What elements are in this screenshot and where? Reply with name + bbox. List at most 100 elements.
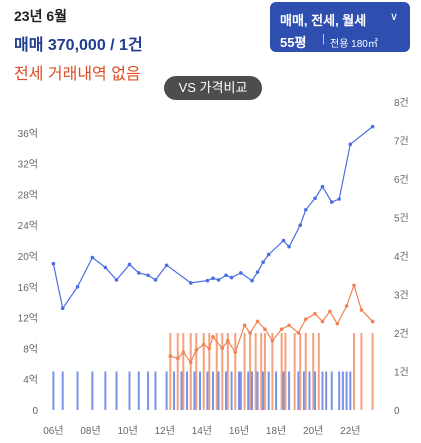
volume-bar — [271, 333, 274, 410]
sale-price-summary: 매매 370,000 / 1건 — [14, 37, 143, 54]
volume-bar — [299, 333, 302, 410]
y-tick-label: 8억 — [23, 343, 38, 355]
jeonse-price-point — [279, 327, 284, 331]
volume-bar — [250, 371, 253, 410]
volume-bar — [247, 371, 250, 410]
volume-bar — [280, 333, 283, 410]
sale-price-point — [329, 200, 334, 204]
transaction-type-label: 매매, 전세, 월세 — [280, 13, 367, 28]
volume-bar — [147, 371, 150, 410]
volume-bar — [224, 371, 227, 410]
x-tick-label: 08년 — [80, 425, 100, 437]
jeonse-price-point — [188, 360, 193, 365]
volume-bar — [267, 371, 270, 410]
volume-bar — [254, 333, 257, 410]
sale-price-point — [298, 223, 303, 227]
sale-price-point — [205, 278, 210, 283]
volume-bar — [91, 371, 94, 410]
sale-price-point — [261, 260, 265, 264]
sale-price-point — [211, 276, 215, 281]
sale-price-point — [250, 278, 254, 283]
volume-bar — [182, 333, 185, 410]
volume-bar — [249, 333, 252, 410]
volume-bar — [293, 333, 296, 410]
volume-bar — [186, 371, 189, 410]
jeonse-price-point — [194, 348, 199, 352]
sale-price-point — [281, 238, 286, 243]
jeonse-price-point — [233, 350, 238, 355]
volume-bar — [341, 371, 344, 410]
sale-price-point — [103, 265, 108, 270]
volume-bar — [234, 333, 237, 410]
volume-bar — [237, 371, 240, 410]
jeonse-price-point — [328, 309, 332, 314]
y2-tick-label: 7건 — [394, 136, 409, 148]
sale-price-point — [287, 244, 291, 249]
chevron-down-icon: ∨ — [389, 11, 398, 23]
sale-price-line — [52, 126, 373, 310]
volume-bar — [226, 333, 229, 410]
volume-bar — [221, 333, 224, 410]
volume-bar — [193, 371, 196, 410]
jeonse-price-point — [201, 342, 206, 347]
jeonse-price-point — [263, 327, 267, 331]
jeonse-price-point — [344, 304, 349, 308]
sale-price-point — [146, 273, 150, 278]
x-tick-label: 14년 — [192, 425, 212, 437]
jeonse-price-point — [352, 283, 356, 288]
sale-price-point — [136, 271, 141, 275]
sale-price-point — [303, 208, 308, 212]
volume-bar — [128, 371, 131, 410]
vs-price-compare-button[interactable]: VS 가격비교 — [164, 76, 262, 100]
volume-bar — [297, 371, 300, 410]
summary-header: 23년 6월 매매 370,000 / 1건 전세 거래내역 없음 — [14, 6, 143, 84]
sale-price-point — [164, 263, 169, 268]
jeonse-price-point — [303, 317, 308, 321]
y2-tick-label: 5건 — [394, 213, 409, 225]
jeonse-price-point — [242, 323, 247, 328]
y2-tick-label: 1건 — [394, 367, 409, 379]
sale-price-point — [370, 124, 375, 129]
sale-price-point — [229, 275, 234, 280]
volume-bar — [104, 371, 107, 410]
volume-bar — [304, 333, 307, 410]
volume-bar — [243, 333, 246, 410]
volume-bar — [260, 333, 263, 410]
sale-price-point — [153, 278, 158, 282]
volume-bar — [208, 333, 211, 410]
jeonse-price-point — [320, 319, 325, 324]
sale-price-point — [127, 262, 132, 267]
jeonse-price-point — [220, 346, 225, 351]
sale-price-point — [239, 271, 243, 275]
jeonse-price-point — [255, 319, 260, 324]
volume-bar — [52, 371, 55, 410]
volume-bar — [282, 371, 285, 410]
volume-bar — [217, 371, 220, 410]
x-tick-label: 12년 — [155, 425, 175, 437]
volume-bar — [360, 333, 363, 410]
sale-price-point — [255, 270, 260, 274]
volume-bar — [345, 371, 348, 410]
y-tick-label: 28억 — [18, 189, 38, 201]
jeonse-price-point — [313, 311, 317, 316]
volume-bar — [284, 333, 287, 410]
volume-bar — [325, 371, 328, 410]
sale-price-point — [75, 285, 80, 289]
y-tick-label: 24억 — [18, 220, 38, 232]
transaction-filter-button[interactable]: 매매, 전세, 월세 ∨ 55평 | 전용 180㎡ — [270, 2, 410, 52]
sale-price-point — [188, 281, 193, 285]
jeonse-price-point — [211, 335, 215, 339]
size-label: 55평 — [280, 35, 307, 50]
jeonse-price-point — [359, 308, 364, 312]
jeonse-price-point — [287, 323, 291, 328]
volume-bar — [202, 333, 205, 410]
volume-bar — [115, 371, 118, 410]
y-tick-label: 36억 — [18, 128, 38, 140]
volume-bar — [61, 371, 64, 410]
volume-bar — [189, 333, 192, 410]
x-tick-label: 16년 — [229, 425, 249, 437]
x-tick-label: 20년 — [303, 425, 323, 437]
jeonse-price-point — [335, 321, 340, 326]
jeonse-price-point — [175, 356, 180, 361]
